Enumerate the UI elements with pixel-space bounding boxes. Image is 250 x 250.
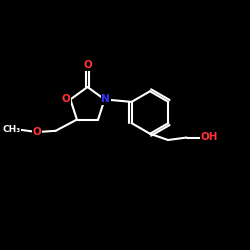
Text: O: O: [32, 127, 41, 137]
Text: N: N: [102, 94, 110, 104]
Text: O: O: [83, 60, 92, 70]
Text: O: O: [62, 94, 70, 104]
Text: OH: OH: [200, 132, 218, 142]
Text: CH₃: CH₃: [3, 125, 21, 134]
